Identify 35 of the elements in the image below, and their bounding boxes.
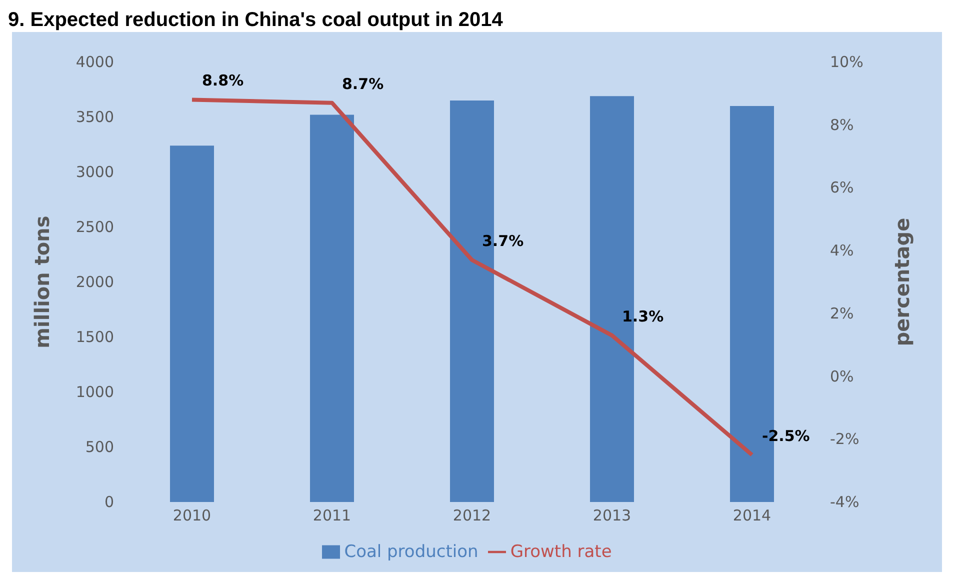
y-tick-label: 2500 <box>76 218 114 236</box>
y-tick-label: 3000 <box>76 163 114 181</box>
x-tick-label: 2011 <box>312 506 352 525</box>
data-label: 3.7% <box>482 232 524 250</box>
y-tick-label: 500 <box>85 438 114 456</box>
y2-axis-title: percentage <box>890 218 914 346</box>
y-tick-label: 3500 <box>76 108 114 126</box>
y-tick-label: 1500 <box>76 328 114 346</box>
y2-tick-label: 4% <box>830 242 854 260</box>
data-label: 1.3% <box>622 307 664 326</box>
x-tick-label: 2012 <box>452 506 492 525</box>
legend-label: Coal production <box>344 542 478 562</box>
y2-tick-label: 2% <box>830 304 854 322</box>
data-label: 8.7% <box>342 74 384 93</box>
bar <box>170 146 214 502</box>
legend-label: Growth rate <box>510 542 612 562</box>
y-tick-label: 0 <box>104 493 114 511</box>
x-tick-label: 2014 <box>732 506 772 525</box>
y2-tick-label: 0% <box>830 367 854 386</box>
data-label: -2.5% <box>762 426 810 445</box>
y2-tick-label: -2% <box>830 430 860 448</box>
line-series <box>190 98 754 457</box>
y-axis-title: million tons <box>30 216 54 348</box>
y-tick-label: 1000 <box>76 383 114 401</box>
y-tick-label: 2000 <box>76 273 114 291</box>
bar <box>310 114 354 502</box>
x-tick-label: 2010 <box>172 506 212 525</box>
y2-tick-label: 6% <box>830 178 854 197</box>
y-tick-label: 4000 <box>76 53 114 71</box>
y2-tick-label: -4% <box>830 493 860 511</box>
x-tick-label: 2013 <box>592 506 632 525</box>
y2-tick-label: 8% <box>830 116 854 134</box>
y2-tick-label: 10% <box>830 53 864 71</box>
chart-title: 9. Expected reduction in China's coal output in 2014 <box>8 8 504 32</box>
data-label: 8.8% <box>202 72 244 90</box>
